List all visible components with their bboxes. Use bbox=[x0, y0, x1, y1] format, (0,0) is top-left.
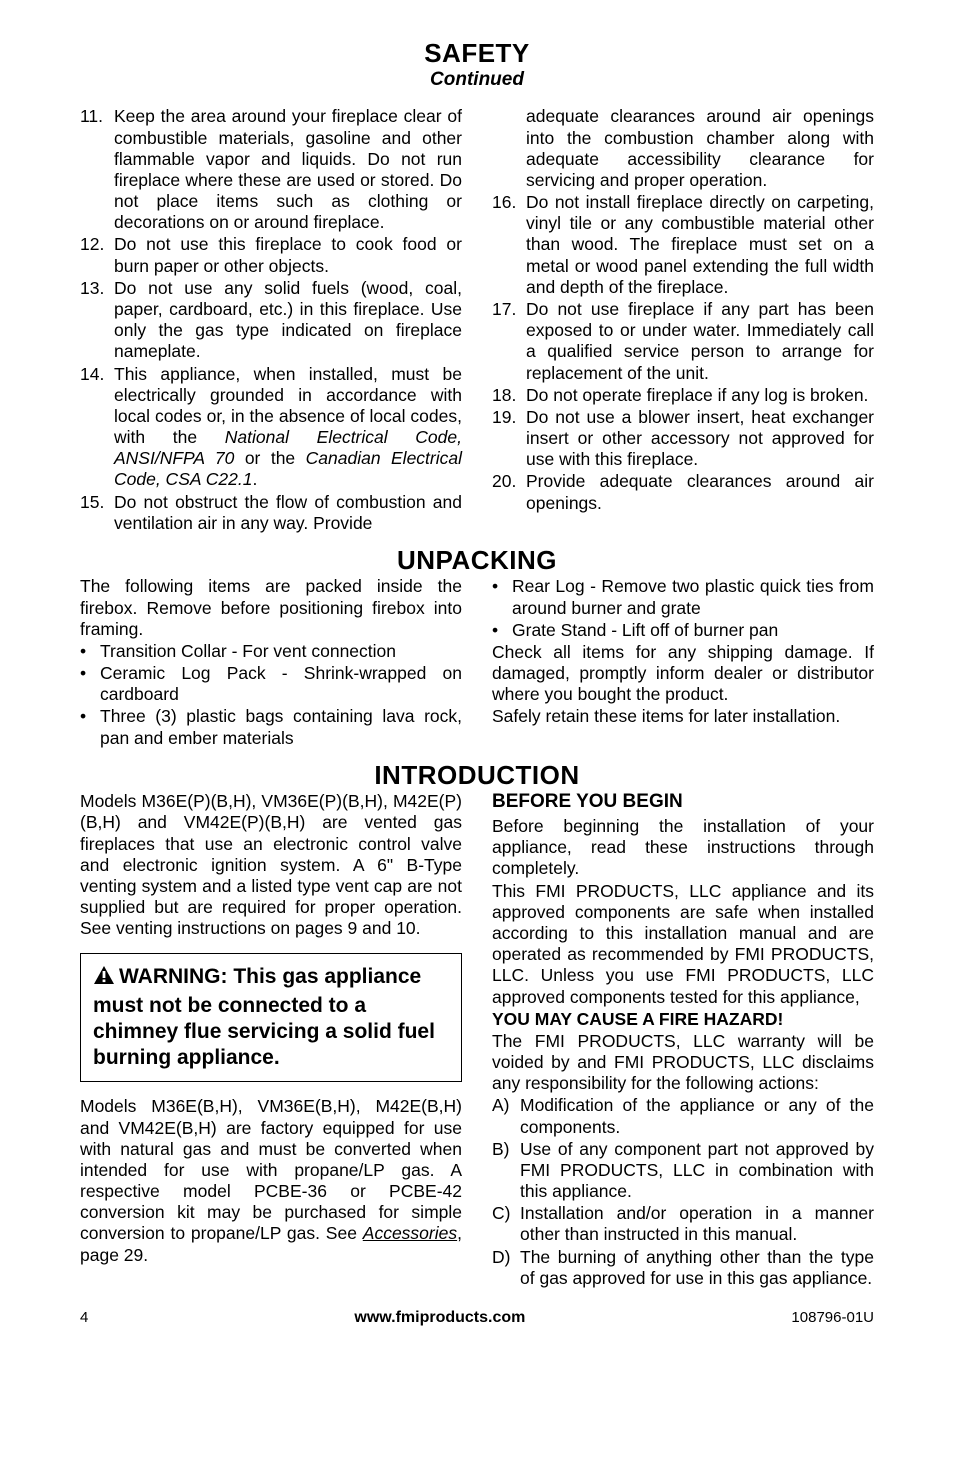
item-num: 12. bbox=[80, 234, 114, 276]
list-item: •Transition Collar - For vent connection bbox=[80, 641, 462, 662]
safety-item: 12.Do not use this fireplace to cook foo… bbox=[80, 234, 462, 276]
safety-section: SAFETY Continued 11.Keep the area around… bbox=[80, 38, 874, 535]
page: SAFETY Continued 11.Keep the area around… bbox=[0, 0, 954, 1347]
alpha-text: Installation and/or operation in a manne… bbox=[520, 1203, 874, 1245]
intro-columns: Models M36E(P)(B,H), VM36E(P)(B,H), M42E… bbox=[80, 791, 874, 1290]
footer-url: www.fmiproducts.com bbox=[354, 1308, 525, 1327]
unpacking-left-bullets: •Transition Collar - For vent connection… bbox=[80, 641, 462, 749]
unpacking-title: UNPACKING bbox=[80, 545, 874, 576]
alpha-text: The burning of anything other than the t… bbox=[520, 1247, 874, 1289]
before-you-begin-subhead: BEFORE YOU BEGIN bbox=[492, 791, 874, 814]
list-item: •Rear Log - Remove two plastic quick tie… bbox=[492, 576, 874, 618]
bullet-text: Ceramic Log Pack - Shrink-wrapped on car… bbox=[100, 663, 462, 705]
item-num: 18. bbox=[492, 385, 526, 406]
list-item: C)Installation and/or operation in a man… bbox=[492, 1203, 874, 1245]
item-num: 16. bbox=[492, 192, 526, 298]
alpha-text: Use of any component part not approved b… bbox=[520, 1139, 874, 1203]
item-num: 20. bbox=[492, 471, 526, 513]
item-text: Do not use fireplace if any part has bee… bbox=[526, 299, 874, 384]
unpacking-right-col: •Rear Log - Remove two plastic quick tie… bbox=[492, 576, 874, 749]
intro-right-p1: Before beginning the installation of you… bbox=[492, 816, 874, 880]
unpacking-right-bullets: •Rear Log - Remove two plastic quick tie… bbox=[492, 576, 874, 641]
list-item: A)Modification of the appliance or any o… bbox=[492, 1095, 874, 1137]
safety-left-list: 11.Keep the area around your fireplace c… bbox=[80, 106, 462, 533]
alpha-mark: D) bbox=[492, 1247, 520, 1289]
intro-right-bold: YOU MAY CAUSE A FIRE HAZARD! bbox=[492, 1009, 874, 1030]
unpacking-section: UNPACKING The following items are packed… bbox=[80, 545, 874, 750]
bullet-text: Rear Log - Remove two plastic quick ties… bbox=[512, 576, 874, 618]
page-number: 4 bbox=[80, 1309, 88, 1327]
safety-item: 13.Do not use any solid fuels (wood, coa… bbox=[80, 278, 462, 363]
safety-item: 14.This appliance, when installed, must … bbox=[80, 364, 462, 491]
bullet-text: Three (3) plastic bags containing lava r… bbox=[100, 706, 462, 748]
alpha-mark: C) bbox=[492, 1203, 520, 1245]
item-text: Do not operate fireplace if any log is b… bbox=[526, 385, 874, 406]
list-item: •Ceramic Log Pack - Shrink-wrapped on ca… bbox=[80, 663, 462, 705]
accessories-link: Accessories bbox=[363, 1223, 457, 1243]
page-footer: 4 www.fmiproducts.com 108796-01U bbox=[80, 1308, 874, 1327]
unpacking-left-col: The following items are packed inside th… bbox=[80, 576, 462, 749]
safety-item: 19.Do not use a blower insert, heat exch… bbox=[492, 407, 874, 471]
list-item: B)Use of any component part not approved… bbox=[492, 1139, 874, 1203]
item-text: Keep the area around your fireplace clea… bbox=[114, 106, 462, 233]
bullet-mark: • bbox=[492, 576, 512, 618]
item-text: Provide adequate clearances around air o… bbox=[526, 471, 874, 513]
list-item: D)The burning of anything other than the… bbox=[492, 1247, 874, 1289]
safety-item: 20.Provide adequate clearances around ai… bbox=[492, 471, 874, 513]
item-num: 15. bbox=[80, 492, 114, 534]
footer-doc-id: 108796-01U bbox=[791, 1309, 874, 1327]
safety-continued: Continued bbox=[80, 69, 874, 92]
intro-left-p2: Models M36E(B,H), VM36E(B,H), M42E(B,H) … bbox=[80, 1096, 462, 1265]
safety-columns: 11.Keep the area around your fireplace c… bbox=[80, 106, 874, 534]
unpacking-columns: The following items are packed inside th… bbox=[80, 576, 874, 749]
intro-right-col: BEFORE YOU BEGIN Before beginning the in… bbox=[492, 791, 874, 1290]
item-text: Do not use any solid fuels (wood, coal, … bbox=[114, 278, 462, 363]
list-item: •Grate Stand - Lift off of burner pan bbox=[492, 620, 874, 641]
safety-right-top: adequate clearances around air openings … bbox=[492, 106, 874, 191]
safety-item: 16.Do not install fireplace directly on … bbox=[492, 192, 874, 298]
alpha-mark: A) bbox=[492, 1095, 520, 1137]
intro-title: INTRODUCTION bbox=[80, 760, 874, 791]
safety-item: 11.Keep the area around your fireplace c… bbox=[80, 106, 462, 233]
safety-item: 17.Do not use fireplace if any part has … bbox=[492, 299, 874, 384]
item-text: Do not obstruct the flow of combustion a… bbox=[114, 492, 462, 534]
bullet-mark: • bbox=[492, 620, 512, 641]
safety-left-col: 11.Keep the area around your fireplace c… bbox=[80, 106, 462, 534]
safety-right-col: adequate clearances around air openings … bbox=[492, 106, 874, 534]
unpacking-intro: The following items are packed inside th… bbox=[80, 576, 462, 640]
bullet-mark: • bbox=[80, 663, 100, 705]
bullet-mark: • bbox=[80, 641, 100, 662]
item-text: This appliance, when installed, must be … bbox=[114, 364, 462, 491]
item-num: 13. bbox=[80, 278, 114, 363]
intro-right-p2: This FMI PRODUCTS, LLC appliance and its… bbox=[492, 881, 874, 1008]
safety-title: SAFETY bbox=[80, 38, 874, 69]
intro-left-col: Models M36E(P)(B,H), VM36E(P)(B,H), M42E… bbox=[80, 791, 462, 1290]
bullet-mark: • bbox=[80, 706, 100, 748]
intro-left-p1: Models M36E(P)(B,H), VM36E(P)(B,H), M42E… bbox=[80, 791, 462, 939]
warning-box: WARNING: This gas appliance must not be … bbox=[80, 953, 462, 1082]
intro-right-p3: The FMI PRODUCTS, LLC warranty will be v… bbox=[492, 1031, 874, 1095]
unpacking-right-p1: Check all items for any shipping damage.… bbox=[492, 642, 874, 706]
safety-item: 18.Do not operate fireplace if any log i… bbox=[492, 385, 874, 406]
list-item: •Three (3) plastic bags containing lava … bbox=[80, 706, 462, 748]
item-text: Do not use a blower insert, heat exchang… bbox=[526, 407, 874, 471]
item-text: Do not install fireplace directly on car… bbox=[526, 192, 874, 298]
item-num: 17. bbox=[492, 299, 526, 384]
item-num: 14. bbox=[80, 364, 114, 491]
warning-text: WARNING: This gas appliance must not be … bbox=[93, 965, 435, 1069]
alpha-mark: B) bbox=[492, 1139, 520, 1203]
alpha-text: Modification of the appliance or any of … bbox=[520, 1095, 874, 1137]
warning-icon bbox=[93, 965, 115, 992]
intro-alpha-list: A)Modification of the appliance or any o… bbox=[492, 1095, 874, 1289]
unpacking-right-p2: Safely retain these items for later inst… bbox=[492, 706, 874, 727]
item-num: 11. bbox=[80, 106, 114, 233]
item-num: 19. bbox=[492, 407, 526, 471]
bullet-text: Transition Collar - For vent connection bbox=[100, 641, 462, 662]
item-text: Do not use this fireplace to cook food o… bbox=[114, 234, 462, 276]
bullet-text: Grate Stand - Lift off of burner pan bbox=[512, 620, 874, 641]
safety-item: 15.Do not obstruct the flow of combustio… bbox=[80, 492, 462, 534]
safety-right-list: 16.Do not install fireplace directly on … bbox=[492, 192, 874, 514]
intro-section: INTRODUCTION Models M36E(P)(B,H), VM36E(… bbox=[80, 760, 874, 1290]
